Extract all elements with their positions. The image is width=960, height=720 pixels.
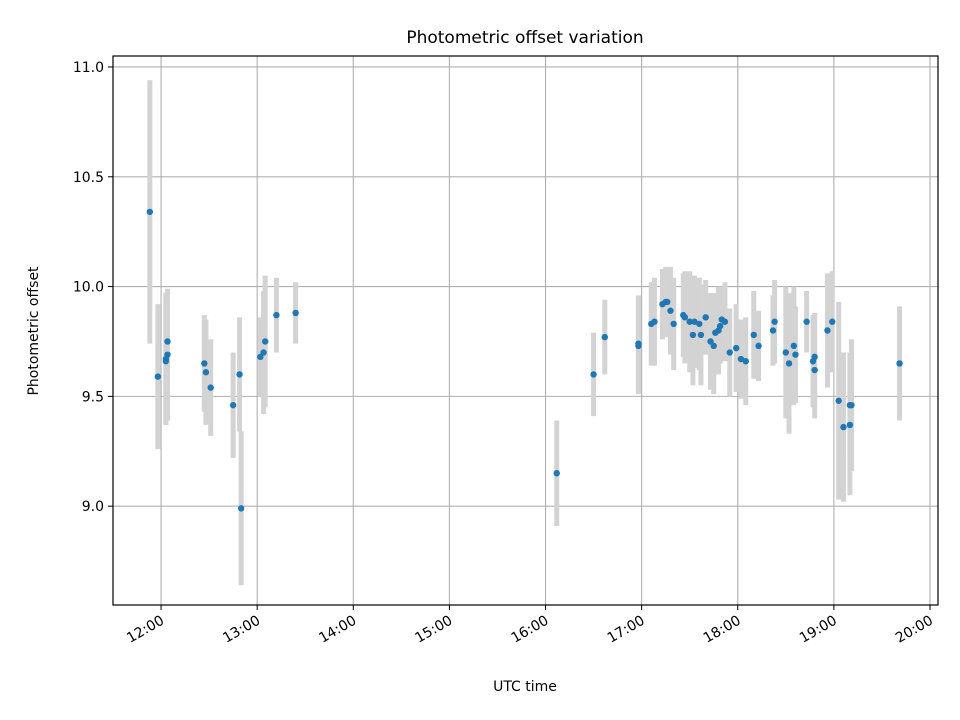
data-point [732,344,740,352]
data-point [601,333,608,341]
data-point [785,360,793,367]
data-point [840,423,847,431]
data-point [697,331,705,339]
data-point [782,349,790,356]
data-point [707,338,714,345]
data-point [207,384,214,391]
y-tick-label: 10.5 [73,170,104,186]
plot-area-frame [112,55,939,606]
data-point [670,320,677,328]
chart-title: Photometric offset variation [406,28,643,48]
data-point [689,331,697,339]
data-point [742,358,749,365]
data-point [803,318,810,325]
grid-lines [113,56,938,605]
data-point [848,401,855,409]
data-point [273,311,280,319]
data-point [790,342,798,350]
data-point [835,397,842,404]
y-tick-label: 10.0 [73,280,104,296]
y-tick-label: 11.0 [73,60,104,76]
data-point [726,349,733,356]
data-point [202,369,210,376]
data-point [635,342,642,350]
data-point [257,353,264,361]
data-point [664,298,671,306]
data-point [164,338,171,345]
data-point [792,351,799,358]
data-point [667,307,674,314]
y-tick-label: 9.5 [82,389,104,405]
data-point [896,360,903,367]
data-point [236,371,243,378]
data-point [769,327,777,334]
data-point [771,318,778,325]
data-point [691,318,698,325]
data-point [292,309,299,317]
data-point [681,314,689,321]
data-point [710,342,717,350]
data-point [201,360,208,367]
data-point [686,318,693,325]
data-point [237,505,245,512]
data-point [702,314,709,321]
data-point [260,349,267,356]
data-point [553,470,560,477]
data-point [229,401,237,409]
data-point [590,371,597,378]
data-point [164,351,171,358]
y-axis-label: Photometric offset [26,266,42,396]
data-point [716,322,724,330]
data-point [846,421,854,429]
data-point [154,373,162,380]
y-tick-label: 9.0 [82,499,104,515]
data-point [651,318,658,325]
data-point [146,208,154,216]
data-point [750,331,757,339]
data-point [737,355,745,363]
data-point [755,342,762,350]
data-point [811,353,818,361]
data-point [696,320,703,328]
data-point [261,338,269,345]
data-point [811,366,818,374]
data-point [721,318,729,325]
data-point [829,318,836,325]
data-point [824,327,831,334]
data-points-layer [146,80,903,586]
x-axis-label: UTC time [493,679,557,695]
